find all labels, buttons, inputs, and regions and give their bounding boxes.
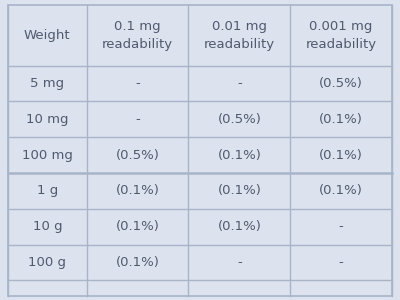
Text: 10 mg: 10 mg xyxy=(26,113,69,126)
Text: 1 g: 1 g xyxy=(37,184,58,197)
Text: Weight: Weight xyxy=(24,28,71,42)
Text: (0.1%): (0.1%) xyxy=(116,256,160,269)
Text: (0.5%): (0.5%) xyxy=(218,113,261,126)
Text: (0.1%): (0.1%) xyxy=(319,148,363,162)
Text: 100 mg: 100 mg xyxy=(22,148,73,162)
Text: -: - xyxy=(339,256,344,269)
Text: 0.01 mg
readability: 0.01 mg readability xyxy=(204,20,275,51)
Text: 10 g: 10 g xyxy=(32,220,62,233)
Text: -: - xyxy=(237,77,242,90)
Text: 0.001 mg
readability: 0.001 mg readability xyxy=(306,20,377,51)
Text: (0.1%): (0.1%) xyxy=(218,220,261,233)
Text: (0.5%): (0.5%) xyxy=(116,148,160,162)
Text: (0.1%): (0.1%) xyxy=(116,184,160,197)
Text: (0.1%): (0.1%) xyxy=(319,184,363,197)
Text: 0.1 mg
readability: 0.1 mg readability xyxy=(102,20,173,51)
Text: (0.1%): (0.1%) xyxy=(218,184,261,197)
Text: 5 mg: 5 mg xyxy=(30,77,64,90)
Text: -: - xyxy=(339,220,344,233)
Text: (0.5%): (0.5%) xyxy=(319,77,363,90)
Text: (0.1%): (0.1%) xyxy=(116,220,160,233)
Text: 100 g: 100 g xyxy=(28,256,66,269)
Text: -: - xyxy=(237,256,242,269)
Text: -: - xyxy=(135,113,140,126)
Text: -: - xyxy=(135,77,140,90)
Text: (0.1%): (0.1%) xyxy=(218,148,261,162)
Text: (0.1%): (0.1%) xyxy=(319,113,363,126)
